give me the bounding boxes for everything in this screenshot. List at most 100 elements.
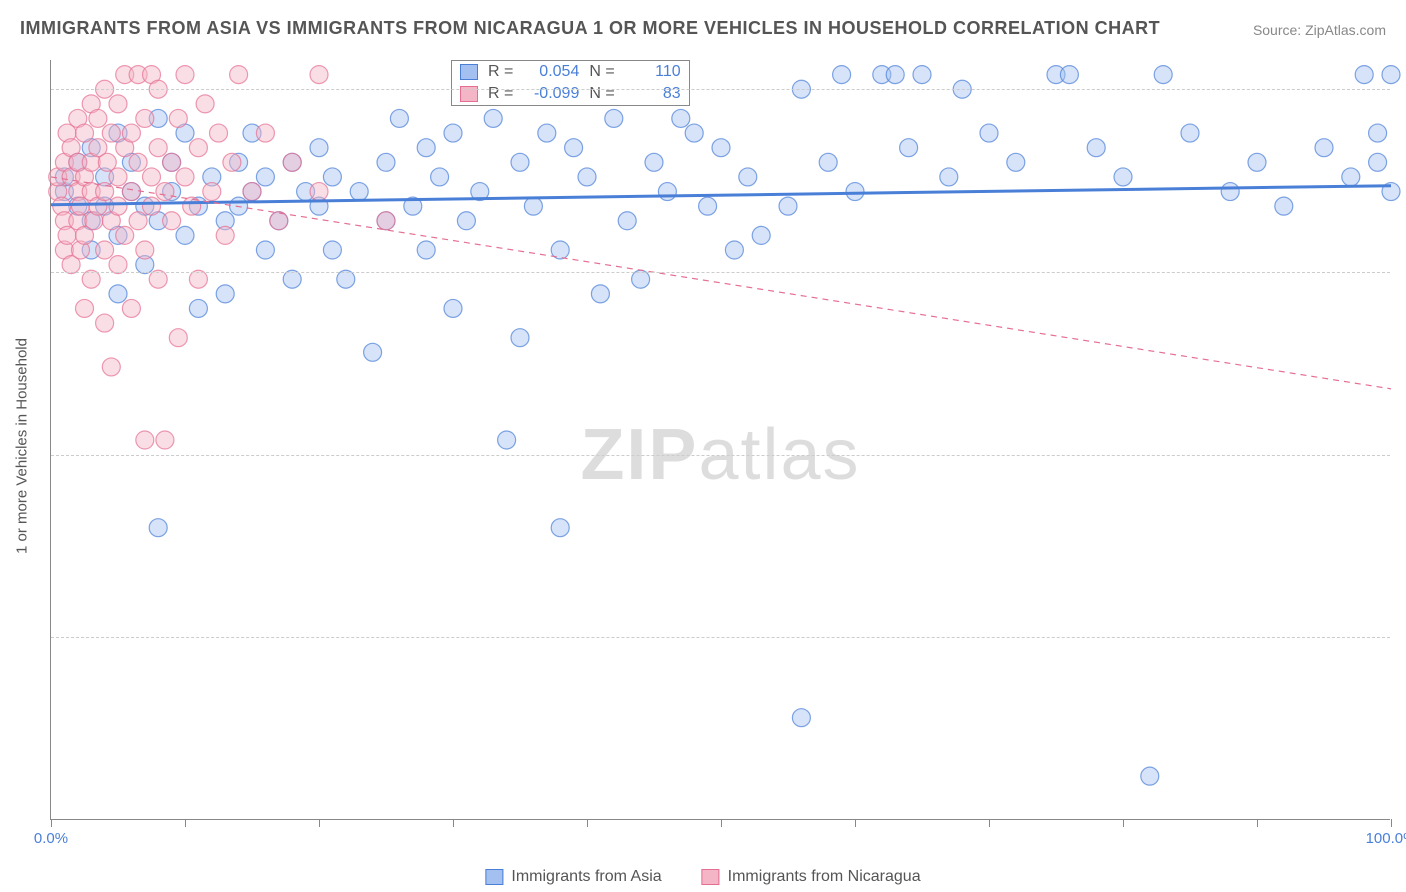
scatter-point — [886, 66, 904, 84]
scatter-point — [1007, 153, 1025, 171]
scatter-point — [364, 343, 382, 361]
scatter-point — [431, 168, 449, 186]
scatter-point — [846, 183, 864, 201]
scatter-point — [819, 153, 837, 171]
scatter-point — [283, 153, 301, 171]
scatter-point — [1342, 168, 1360, 186]
y-tick-label: 62.5% — [1396, 629, 1406, 646]
x-tick-label: 0.0% — [34, 830, 68, 847]
scatter-point — [122, 299, 140, 317]
scatter-point — [792, 709, 810, 727]
scatter-point — [109, 256, 127, 274]
x-tick-label: 100.0% — [1366, 830, 1406, 847]
x-tick — [989, 819, 990, 827]
scatter-point — [189, 270, 207, 288]
legend-label: Immigrants from Asia — [511, 868, 661, 886]
scatter-point — [109, 197, 127, 215]
scatter-point — [323, 168, 341, 186]
scatter-point — [196, 95, 214, 113]
legend-item: Immigrants from Nicaragua — [702, 868, 921, 886]
r-label: R = — [488, 85, 513, 103]
scatter-point — [189, 299, 207, 317]
scatter-point — [1275, 197, 1293, 215]
x-tick — [185, 819, 186, 827]
scatter-point — [216, 285, 234, 303]
scatter-point — [833, 66, 851, 84]
n-label: N = — [589, 63, 614, 81]
scatter-point — [417, 139, 435, 157]
scatter-point — [129, 153, 147, 171]
scatter-point — [256, 168, 274, 186]
grid-line — [51, 455, 1390, 456]
scatter-point — [699, 197, 717, 215]
scatter-point — [109, 95, 127, 113]
grid-line — [51, 272, 1390, 273]
scatter-point — [256, 241, 274, 259]
scatter-point — [230, 66, 248, 84]
scatter-point — [605, 109, 623, 127]
legend-item: Immigrants from Asia — [485, 868, 661, 886]
scatter-point — [551, 519, 569, 537]
scatter-point — [1060, 66, 1078, 84]
scatter-point — [591, 285, 609, 303]
bottom-legend: Immigrants from Asia Immigrants from Nica… — [485, 868, 920, 886]
scatter-point — [578, 168, 596, 186]
scatter-point — [163, 212, 181, 230]
n-label: N = — [589, 85, 614, 103]
scatter-point — [76, 299, 94, 317]
scatter-point — [189, 139, 207, 157]
scatter-point — [565, 139, 583, 157]
scatter-point — [76, 124, 94, 142]
scatter-point — [96, 314, 114, 332]
scatter-point — [672, 109, 690, 127]
scatter-point — [149, 519, 167, 537]
x-tick — [453, 819, 454, 827]
x-tick — [587, 819, 588, 827]
scatter-point — [109, 168, 127, 186]
legend-swatch — [485, 869, 503, 885]
scatter-point — [913, 66, 931, 84]
x-tick — [1391, 819, 1392, 827]
scatter-point — [169, 109, 187, 127]
scatter-point — [645, 153, 663, 171]
scatter-point — [1355, 66, 1373, 84]
scatter-point — [900, 139, 918, 157]
scatter-point — [169, 329, 187, 347]
scatter-point — [779, 197, 797, 215]
y-tick-label: 100.0% — [1396, 81, 1406, 98]
scatter-point — [1315, 139, 1333, 157]
scatter-point — [712, 139, 730, 157]
scatter-point — [685, 124, 703, 142]
scatter-point — [89, 109, 107, 127]
scatter-point — [457, 212, 475, 230]
grid-line — [51, 637, 1390, 638]
x-tick — [319, 819, 320, 827]
scatter-point — [243, 183, 261, 201]
scatter-point — [940, 168, 958, 186]
scatter-point — [752, 226, 770, 244]
stats-row: R =0.054N =110 — [452, 61, 689, 83]
scatter-point — [739, 168, 757, 186]
scatter-point — [511, 329, 529, 347]
scatter-point — [156, 431, 174, 449]
scatter-point — [129, 212, 147, 230]
scatter-point — [256, 124, 274, 142]
scatter-point — [210, 124, 228, 142]
scatter-point — [102, 358, 120, 376]
scatter-point — [122, 124, 140, 142]
scatter-point — [725, 241, 743, 259]
scatter-point — [350, 183, 368, 201]
scatter-point — [444, 299, 462, 317]
scatter-point — [1154, 66, 1172, 84]
scatter-point — [511, 153, 529, 171]
scatter-point — [96, 183, 114, 201]
scatter-point — [377, 153, 395, 171]
scatter-point — [1369, 124, 1387, 142]
scatter-point — [116, 226, 134, 244]
n-value: 110 — [625, 63, 681, 81]
stats-row: R =-0.099N =83 — [452, 83, 689, 105]
scatter-point — [149, 270, 167, 288]
source-attribution: Source: ZipAtlas.com — [1253, 22, 1386, 38]
scatter-point — [658, 183, 676, 201]
scatter-point — [337, 270, 355, 288]
